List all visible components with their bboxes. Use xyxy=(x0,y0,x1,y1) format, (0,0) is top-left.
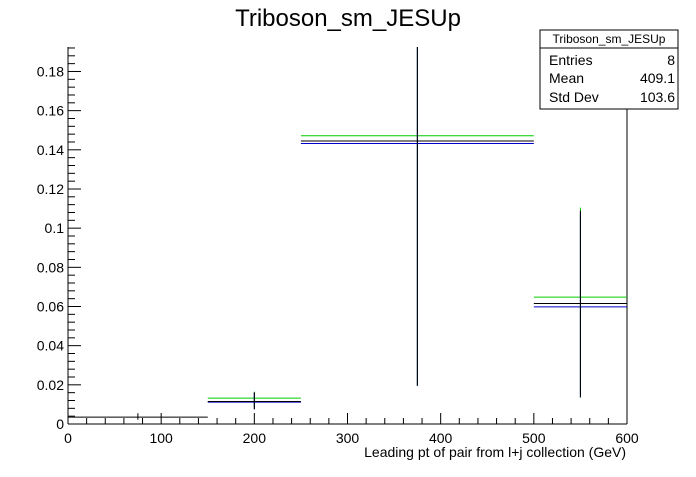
y-tick-label: 0.14 xyxy=(37,142,64,158)
stats-entries-value: 8 xyxy=(667,52,675,68)
stats-mean-label: Mean xyxy=(549,70,584,86)
y-tick-label: 0.12 xyxy=(37,181,64,197)
stats-box-title: Triboson_sm_JESUp xyxy=(553,32,666,46)
histogram-series xyxy=(68,47,627,420)
stats-stddev-label: Std Dev xyxy=(549,89,599,105)
series-black xyxy=(68,47,627,420)
stats-box-frame xyxy=(539,29,679,110)
x-tick-label: 100 xyxy=(149,430,173,446)
chart-title: Triboson_sm_JESUp xyxy=(235,5,461,32)
stats-box: Triboson_sm_JESUp Entries 8 Mean 409.1 S… xyxy=(539,29,679,110)
x-tick-label: 0 xyxy=(64,430,72,446)
y-tick-label: 0.06 xyxy=(37,298,64,314)
y-tick-label: 0.02 xyxy=(37,377,64,393)
stats-mean-value: 409.1 xyxy=(640,70,675,86)
stats-stddev-value: 103.6 xyxy=(640,89,675,105)
y-tick-label: 0.08 xyxy=(37,259,64,275)
y-tick-label: 0 xyxy=(56,416,64,432)
x-axis-label: Leading pt of pair from l+j collection (… xyxy=(364,444,626,460)
stats-entries-label: Entries xyxy=(549,52,593,68)
x-tick-label: 400 xyxy=(429,430,453,446)
y-tick-label: 0.18 xyxy=(37,63,64,79)
y-tick-label: 0.16 xyxy=(37,103,64,119)
x-tick-label: 300 xyxy=(336,430,360,446)
x-tick-label: 200 xyxy=(243,430,267,446)
x-axis-ticks: 0 100 200 300 400 500 600 xyxy=(64,413,639,446)
y-tick-label: 0.1 xyxy=(45,220,65,236)
y-tick-label: 0.04 xyxy=(37,338,64,354)
x-tick-label: 600 xyxy=(615,430,639,446)
y-axis-ticks: 0 0.02 0.04 0.06 0.08 0.1 0.12 0.14 0.16 0.18 xyxy=(37,47,81,432)
x-tick-label: 500 xyxy=(522,430,546,446)
